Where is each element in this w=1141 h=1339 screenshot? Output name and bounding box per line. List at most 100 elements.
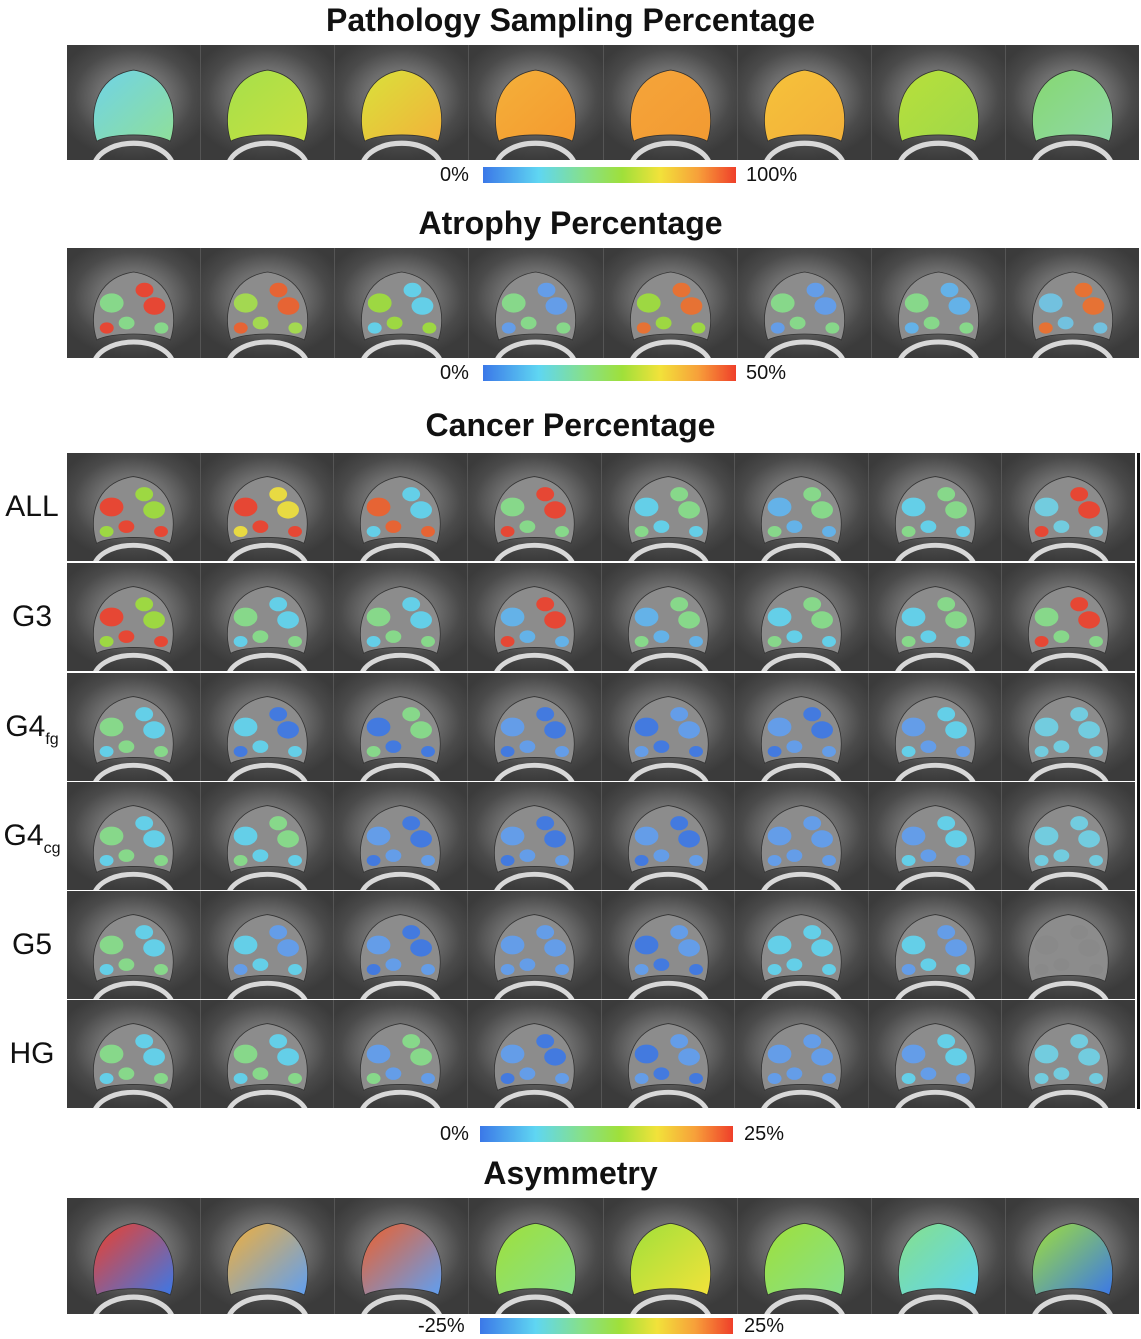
intensity-patch <box>634 1073 649 1085</box>
intensity-patch <box>268 1034 287 1049</box>
intensity-patch <box>154 964 168 976</box>
slice-image <box>627 805 709 890</box>
row-label-subscript: cg <box>43 840 61 857</box>
intensity-patch <box>287 526 302 538</box>
intensity-patch <box>154 526 168 538</box>
slice-image <box>226 476 308 561</box>
anatomy-arc <box>761 1089 842 1108</box>
slice-tile <box>1002 673 1135 781</box>
slice-tile <box>603 1198 738 1314</box>
intensity-patch <box>544 939 566 957</box>
anatomy-arc <box>1028 1089 1109 1108</box>
slice-image <box>227 1222 309 1314</box>
slice-image <box>761 1023 842 1108</box>
intensity-patch <box>786 849 803 862</box>
intensity-patch <box>99 935 124 955</box>
intensity-patch <box>937 707 955 722</box>
intensity-patch <box>536 1034 554 1049</box>
intensity-patch <box>634 935 658 955</box>
intensity-patch <box>770 293 795 313</box>
intensity-patch <box>1093 322 1108 334</box>
intensity-patch <box>287 636 302 648</box>
anatomy-arc <box>761 762 842 781</box>
slice-tile <box>200 673 335 781</box>
intensity-patch <box>366 855 381 867</box>
intensity-patch <box>385 630 402 643</box>
anatomy-arc <box>494 762 575 781</box>
row-label-text: HG <box>9 1037 55 1070</box>
anatomy-arc <box>894 1089 976 1108</box>
asymmetry-colorbar <box>480 1318 733 1334</box>
intensity-patch <box>672 282 690 298</box>
anatomy-arc <box>894 871 976 890</box>
intensity-patch <box>366 717 391 737</box>
cancer-image-strip <box>67 563 1135 671</box>
intensity-patch <box>937 597 955 612</box>
slice-image <box>226 805 308 890</box>
slice-tile <box>469 45 604 160</box>
slice-image <box>761 805 842 890</box>
slice-tile <box>334 563 468 671</box>
intensity-patch <box>634 717 658 737</box>
gland-overlay <box>763 1222 845 1296</box>
slice-tile <box>868 891 1003 999</box>
intensity-patch <box>803 487 822 502</box>
intensity-patch <box>786 630 803 643</box>
intensity-patch <box>410 721 433 739</box>
intensity-patch <box>767 1073 782 1085</box>
slice-image <box>92 805 174 890</box>
anatomy-arc <box>761 542 842 561</box>
intensity-patch <box>904 293 929 313</box>
intensity-patch <box>688 526 703 538</box>
gland-overlay <box>92 696 174 764</box>
intensity-patch <box>1078 611 1101 629</box>
intensity-patch <box>901 935 926 955</box>
slice-image <box>226 696 308 781</box>
gland-overlay <box>894 476 976 544</box>
gland-overlay <box>897 1222 979 1296</box>
row-label-text: ALL <box>5 490 59 523</box>
anatomy-arc <box>226 980 308 999</box>
intensity-patch <box>366 607 391 627</box>
cancer-colorbar <box>480 1126 733 1142</box>
intensity-patch <box>634 964 649 976</box>
gland-overlay <box>360 805 441 873</box>
intensity-patch <box>554 526 569 538</box>
gland-overlay <box>894 914 976 982</box>
slice-tile <box>67 453 201 561</box>
anatomy-arc <box>1032 140 1113 160</box>
intensity-patch <box>901 964 916 976</box>
intensity-patch <box>252 740 268 753</box>
gland-overlay <box>627 805 709 873</box>
gland-overlay <box>226 914 308 982</box>
intensity-patch <box>500 746 515 758</box>
gland-overlay <box>1028 914 1110 982</box>
intensity-patch <box>920 520 937 533</box>
anatomy-arc <box>361 339 443 358</box>
slice-tile <box>871 45 1006 160</box>
slice-image <box>360 914 441 999</box>
anatomy-arc <box>894 652 976 671</box>
intensity-patch <box>421 1073 436 1085</box>
intensity-patch <box>1070 816 1089 831</box>
intensity-patch <box>944 501 967 519</box>
slice-image <box>894 476 976 561</box>
intensity-patch <box>118 316 135 330</box>
slice-tile <box>67 1198 202 1314</box>
slice-image <box>897 271 979 358</box>
intensity-patch <box>636 322 651 334</box>
intensity-patch <box>421 964 436 976</box>
slice-tile <box>467 563 602 671</box>
gland-overlay <box>226 696 308 764</box>
intensity-patch <box>556 322 571 334</box>
intensity-patch <box>368 322 382 334</box>
intensity-patch <box>1057 316 1074 330</box>
intensity-patch <box>669 707 688 722</box>
gland-overlay <box>1028 696 1110 764</box>
slice-image <box>894 914 976 999</box>
intensity-patch <box>634 497 658 517</box>
intensity-patch <box>99 607 124 627</box>
intensity-patch <box>1070 707 1089 722</box>
intensity-patch <box>803 707 822 722</box>
intensity-patch <box>669 597 688 612</box>
